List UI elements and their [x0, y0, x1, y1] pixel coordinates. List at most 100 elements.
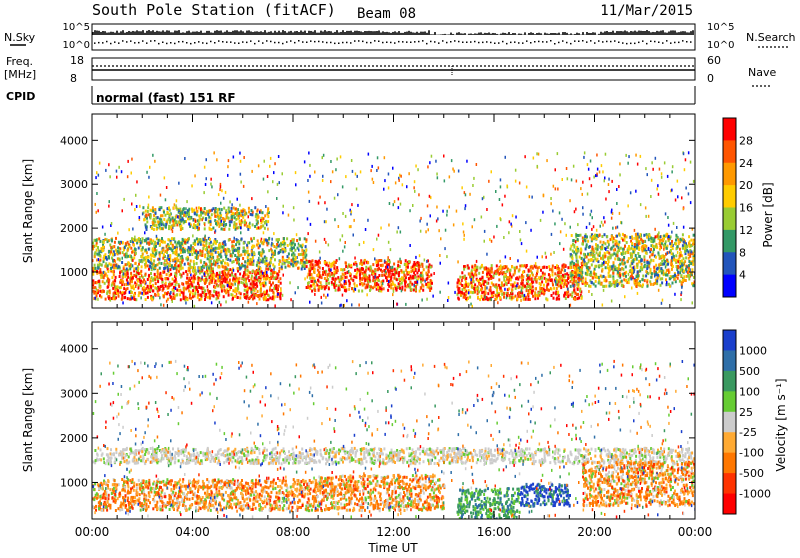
power-cell [294, 258, 296, 261]
power-cell [100, 271, 102, 274]
power-cell [596, 276, 598, 279]
nsearch-dot [102, 42, 104, 44]
power-cell [247, 256, 249, 259]
power-cell [519, 295, 521, 298]
power-cell [496, 264, 498, 267]
power-cell [645, 270, 647, 273]
power-cell [258, 251, 260, 254]
power-cell [513, 296, 515, 299]
power-cell [393, 287, 395, 290]
power-cell [167, 277, 169, 280]
power-cell [223, 241, 225, 244]
power-cell [683, 279, 685, 282]
power-cell [416, 272, 418, 275]
power-cell [238, 226, 240, 229]
power-cell [368, 268, 370, 271]
power-cell [112, 245, 114, 248]
power-cell [474, 267, 476, 270]
power-cell [257, 239, 259, 242]
power-cell [398, 272, 400, 275]
power-cell [336, 269, 338, 272]
power-cell [145, 215, 147, 218]
power-cell [519, 276, 521, 279]
nsearch-dot [654, 41, 656, 43]
power-cell [597, 258, 599, 261]
nsearch-dot [234, 42, 236, 44]
power-cell [193, 209, 195, 212]
nsearch-dot [690, 41, 692, 43]
power-cell [512, 292, 514, 295]
power-cell [677, 271, 679, 274]
power-cell [543, 266, 545, 269]
power-cell [311, 267, 313, 270]
power-cell [113, 264, 115, 267]
power-cell [284, 259, 286, 262]
power-cell [179, 208, 181, 211]
power-cell [311, 276, 313, 279]
power-cell [553, 297, 555, 300]
power-cell [209, 297, 211, 300]
power-cell [632, 260, 634, 263]
power-cell [157, 216, 159, 219]
nsearch-dot [126, 41, 128, 43]
power-cell [393, 277, 395, 280]
power-cell [528, 269, 530, 272]
power-cell [563, 266, 565, 269]
power-cell [382, 280, 384, 283]
power-cell [217, 276, 219, 279]
power-cell [187, 298, 189, 301]
power-cell [215, 292, 217, 295]
power-cell [600, 283, 602, 286]
power-cell [174, 241, 176, 244]
power-cell [175, 221, 177, 224]
power-cell [107, 270, 109, 273]
power-cell [145, 226, 147, 229]
power-cell [605, 261, 607, 264]
power-cell [165, 226, 167, 229]
power-cell [636, 275, 638, 278]
power-cell [93, 290, 95, 293]
power-cell [665, 278, 667, 281]
power-cell [476, 288, 478, 291]
nsearch-dot [178, 41, 180, 43]
power-cell [472, 291, 474, 294]
power-cell [688, 278, 690, 281]
power-cell [356, 284, 358, 287]
power-cell [193, 286, 195, 289]
power-cell [164, 250, 166, 253]
power-cell [249, 286, 251, 289]
power-cell [235, 243, 237, 246]
power-cell [515, 287, 517, 290]
power-cell [113, 273, 115, 276]
power-cell [643, 234, 645, 237]
power-cell [196, 210, 198, 213]
power-cell [581, 262, 583, 265]
power-cell [172, 220, 174, 223]
power-cell [630, 277, 632, 280]
power-cell [659, 244, 661, 247]
power-cell [106, 292, 108, 295]
power-cell [637, 233, 639, 236]
power-cell [309, 287, 311, 290]
power-cell [491, 292, 493, 295]
power-cell [267, 215, 269, 218]
nsearch-dot [486, 41, 488, 43]
power-cell [178, 253, 180, 256]
power-cell [147, 296, 149, 299]
power-cell [573, 288, 575, 291]
power-cell [246, 295, 248, 298]
power-cell [164, 292, 166, 295]
power-cell [551, 278, 553, 281]
nsearch-dot [198, 41, 200, 43]
power-cell [314, 288, 316, 291]
power-cell [422, 274, 424, 277]
power-cell [192, 280, 194, 283]
power-cell [461, 271, 463, 274]
power-cell [614, 285, 616, 288]
power-cell [262, 258, 264, 261]
power-cell [680, 251, 682, 254]
power-cell [603, 241, 605, 244]
power-cell [244, 279, 246, 282]
nsearch-dot [266, 40, 268, 42]
power-cell [126, 278, 128, 281]
